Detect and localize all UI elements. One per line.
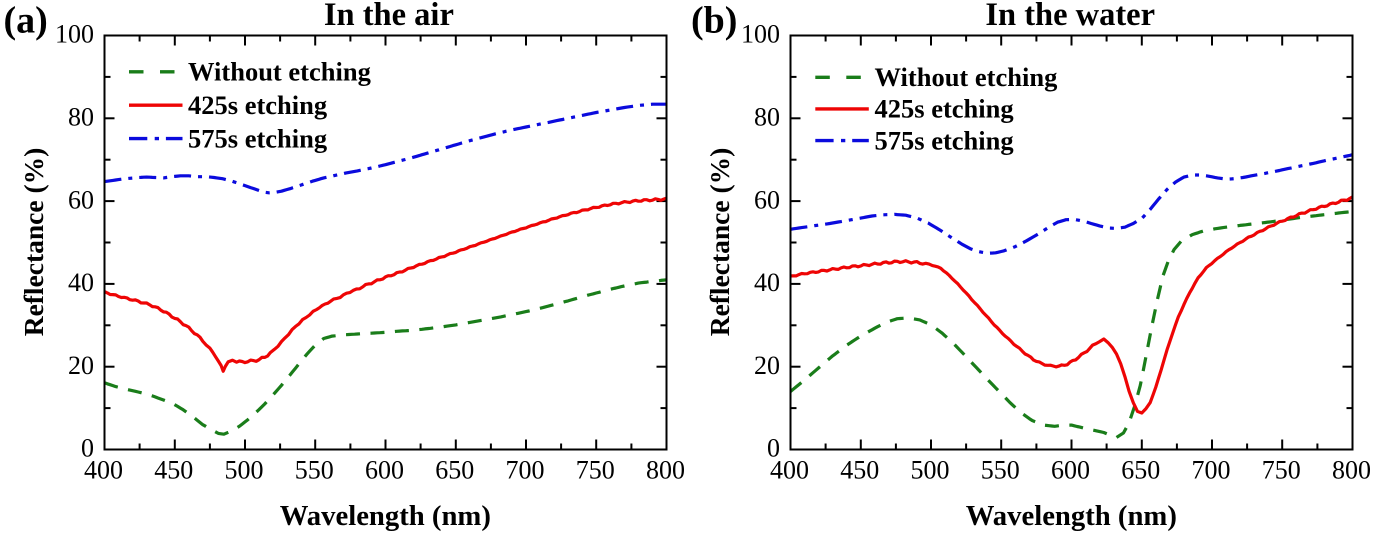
svg-text:425s etching: 425s etching (188, 90, 327, 120)
svg-text:400: 400 (770, 456, 809, 485)
svg-text:600: 600 (1051, 456, 1090, 485)
svg-text:60: 60 (754, 185, 780, 214)
svg-text:0: 0 (767, 434, 780, 463)
svg-text:40: 40 (68, 268, 94, 297)
svg-text:750: 750 (576, 456, 615, 485)
svg-text:425s etching: 425s etching (875, 94, 1014, 124)
svg-text:100: 100 (741, 20, 780, 49)
svg-text:400: 400 (84, 456, 123, 485)
svg-text:700: 700 (506, 456, 545, 485)
svg-text:800: 800 (1332, 456, 1371, 485)
svg-text:550: 550 (981, 456, 1020, 485)
svg-text:20: 20 (68, 351, 94, 380)
svg-text:Reflectance (%): Reflectance (%) (18, 148, 49, 337)
svg-text:Without etching: Without etching (875, 62, 1058, 92)
svg-text:575s etching: 575s etching (875, 125, 1014, 155)
svg-text:650: 650 (1121, 456, 1160, 485)
svg-text:450: 450 (154, 456, 193, 485)
svg-text:40: 40 (754, 268, 780, 297)
svg-text:550: 550 (295, 456, 334, 485)
svg-text:Wavelength (nm): Wavelength (nm) (966, 500, 1177, 532)
svg-text:650: 650 (435, 456, 474, 485)
svg-text:600: 600 (365, 456, 404, 485)
svg-text:500: 500 (911, 456, 950, 485)
svg-text:575s etching: 575s etching (188, 123, 327, 153)
svg-text:60: 60 (68, 185, 94, 214)
svg-text:80: 80 (754, 103, 780, 132)
svg-text:In the air: In the air (324, 0, 454, 33)
svg-text:700: 700 (1192, 456, 1231, 485)
svg-text:80: 80 (68, 103, 94, 132)
svg-text:100: 100 (55, 20, 94, 49)
svg-text:500: 500 (225, 456, 264, 485)
svg-text:800: 800 (646, 456, 685, 485)
svg-text:In the water: In the water (985, 0, 1155, 33)
svg-text:(b): (b) (691, 0, 737, 42)
svg-text:Wavelength (nm): Wavelength (nm) (280, 500, 491, 532)
svg-text:Reflectance (%): Reflectance (%) (704, 148, 735, 337)
svg-text:20: 20 (754, 351, 780, 380)
svg-text:0: 0 (81, 434, 94, 463)
svg-text:(a): (a) (4, 0, 48, 42)
svg-text:450: 450 (840, 456, 879, 485)
svg-text:Without etching: Without etching (188, 57, 371, 87)
svg-text:750: 750 (1262, 456, 1301, 485)
